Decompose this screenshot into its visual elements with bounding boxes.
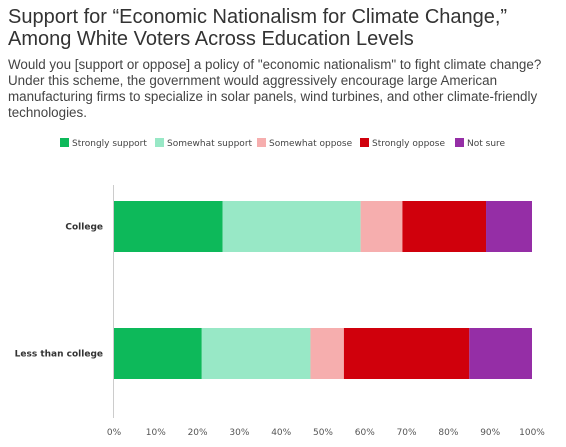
- legend-label-strongly-oppose: Strongly oppose: [372, 139, 445, 149]
- legend-swatch-strongly-support: [60, 138, 69, 147]
- x-tick-label: 10%: [146, 428, 166, 438]
- category-labels: College Less than college: [15, 223, 103, 360]
- legend: Strongly support Somewhat support Somewhat…: [60, 138, 506, 149]
- x-tick-label: 30%: [229, 428, 249, 438]
- bar-segment-less-than-college-not-sure: [469, 328, 532, 379]
- chart-subtitle: Would you [support or oppose] a policy o…: [8, 57, 542, 120]
- bar-segment-less-than-college-strongly-support: [114, 328, 202, 379]
- x-tick-label: 70%: [397, 428, 417, 438]
- x-tick-label: 80%: [438, 428, 458, 438]
- x-tick-label: 100%: [519, 428, 545, 438]
- legend-swatch-strongly-oppose: [360, 138, 369, 147]
- x-tick-label: 50%: [313, 428, 333, 438]
- x-tick-label: 60%: [355, 428, 375, 438]
- chart-title: Support for “Economic Nationalism for Cl…: [8, 6, 508, 50]
- x-tick-label: 20%: [188, 428, 208, 438]
- legend-swatch-not-sure: [455, 138, 464, 147]
- legend-swatch-somewhat-oppose: [257, 138, 266, 147]
- bar-segment-less-than-college-somewhat-oppose: [310, 328, 344, 379]
- bar-segment-less-than-college-somewhat-support: [201, 328, 311, 379]
- bar-segment-college-somewhat-oppose: [360, 201, 403, 252]
- x-tick-label: 90%: [480, 428, 500, 438]
- x-axis-ticks: 0% 10% 20% 30% 40% 50% 60% 70% 80% 90% 100%: [107, 428, 545, 438]
- legend-swatch-somewhat-support: [155, 138, 164, 147]
- legend-label-somewhat-oppose: Somewhat oppose: [269, 139, 353, 149]
- x-tick-label: 40%: [271, 428, 291, 438]
- bar-segment-college-strongly-support: [114, 201, 223, 252]
- bars: [114, 201, 532, 379]
- x-tick-label: 0%: [107, 428, 122, 438]
- category-label-college: College: [65, 223, 103, 233]
- bar-segment-college-strongly-oppose: [402, 201, 487, 252]
- legend-label-strongly-support: Strongly support: [72, 139, 147, 149]
- legend-label-somewhat-support: Somewhat support: [167, 139, 253, 149]
- bar-segment-college-somewhat-support: [222, 201, 361, 252]
- bar-segment-less-than-college-strongly-oppose: [343, 328, 470, 379]
- bar-segment-college-not-sure: [486, 201, 532, 252]
- category-label-less-than-college: Less than college: [15, 350, 103, 360]
- legend-label-not-sure: Not sure: [467, 139, 506, 149]
